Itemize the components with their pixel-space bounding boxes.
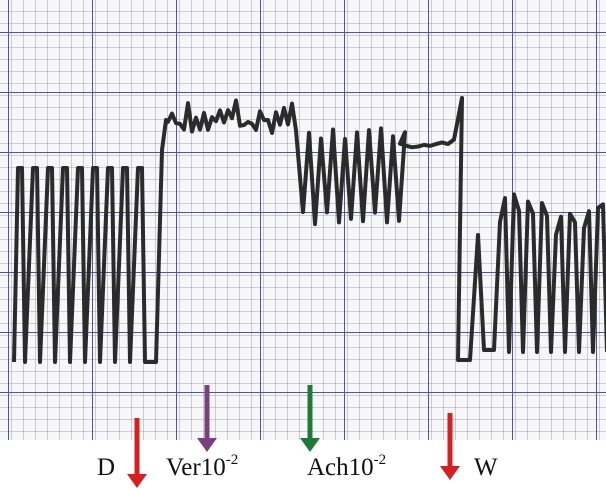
arrows: [127, 385, 460, 488]
label-text: W: [474, 454, 498, 481]
trace: [12, 96, 606, 364]
arrow-head: [440, 466, 460, 480]
label-text: Ach10: [307, 454, 374, 481]
label: W: [474, 454, 498, 481]
label: Ver10-2: [166, 452, 238, 481]
labels: D Ver10-2 Ach10-2 W: [97, 452, 498, 481]
label-exponent: -2: [374, 452, 387, 468]
arrow-head: [300, 438, 320, 452]
label: D: [97, 454, 115, 481]
arrow-head: [197, 438, 217, 452]
label-strip: [0, 440, 606, 491]
label-exponent: -2: [226, 452, 239, 468]
arrow-head: [127, 474, 147, 488]
label: Ach10-2: [307, 452, 386, 481]
label-text: D: [97, 454, 115, 481]
label-text: Ver10: [166, 454, 226, 481]
